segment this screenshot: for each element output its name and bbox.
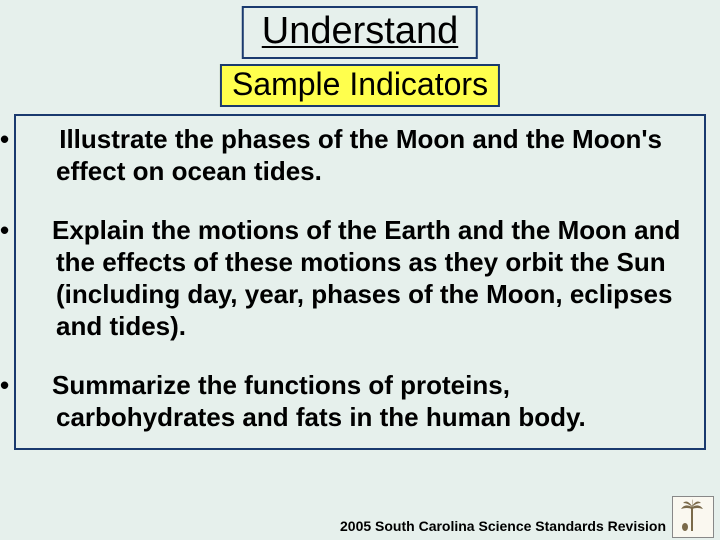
bullet-glyph: • bbox=[28, 215, 52, 247]
palmetto-tree-icon bbox=[677, 499, 709, 535]
footer-text: 2005 South Carolina Science Standards Re… bbox=[340, 518, 666, 534]
bullet-item: •Explain the motions of the Earth and th… bbox=[28, 215, 692, 342]
subtitle: Sample Indicators bbox=[232, 66, 488, 102]
title-box: Understand bbox=[242, 6, 478, 59]
bullet-item: • Illustrate the phases of the Moon and … bbox=[28, 124, 692, 187]
bullet-text: Illustrate the phases of the Moon and th… bbox=[52, 124, 662, 186]
palmetto-logo bbox=[672, 496, 714, 538]
bullet-item: •Summarize the functions of proteins, ca… bbox=[28, 370, 692, 433]
bullet-glyph: • bbox=[28, 370, 52, 402]
bullet-text: Explain the motions of the Earth and the… bbox=[52, 215, 680, 340]
page-title: Understand bbox=[262, 10, 458, 52]
subtitle-box: Sample Indicators bbox=[220, 64, 500, 107]
content-box: • Illustrate the phases of the Moon and … bbox=[14, 114, 706, 450]
bullet-glyph: • bbox=[28, 124, 52, 156]
bullet-text: Summarize the functions of proteins, car… bbox=[52, 370, 586, 432]
